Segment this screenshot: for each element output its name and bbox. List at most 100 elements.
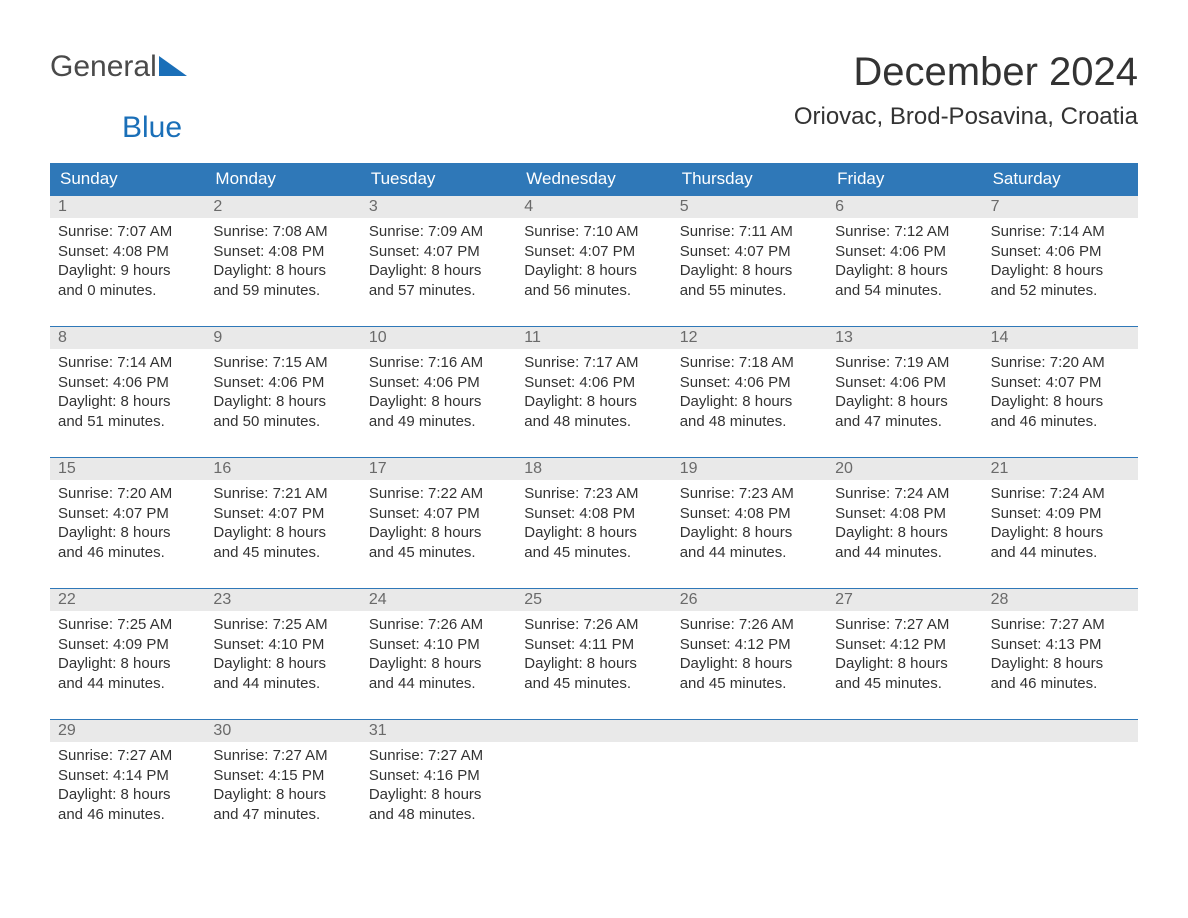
calendar-cell: 27Sunrise: 7:27 AMSunset: 4:12 PMDayligh… bbox=[827, 589, 982, 701]
daylight-line-1: Daylight: 8 hours bbox=[213, 261, 352, 281]
sunset-line: Sunset: 4:06 PM bbox=[991, 242, 1130, 262]
daylight-line-2: and 45 minutes. bbox=[524, 543, 663, 563]
sunrise-line: Sunrise: 7:26 AM bbox=[680, 615, 819, 635]
daylight-line-1: Daylight: 8 hours bbox=[524, 261, 663, 281]
daylight-line-2: and 44 minutes. bbox=[369, 674, 508, 694]
day-number: 15 bbox=[50, 458, 205, 480]
day-body: Sunrise: 7:27 AMSunset: 4:15 PMDaylight:… bbox=[205, 742, 360, 824]
daylight-line-1: Daylight: 8 hours bbox=[58, 523, 197, 543]
daylight-line-2: and 59 minutes. bbox=[213, 281, 352, 301]
sunrise-line: Sunrise: 7:15 AM bbox=[213, 353, 352, 373]
day-body: Sunrise: 7:23 AMSunset: 4:08 PMDaylight:… bbox=[516, 480, 671, 562]
day-number: 29 bbox=[50, 720, 205, 742]
sunrise-line: Sunrise: 7:24 AM bbox=[991, 484, 1130, 504]
day-body: Sunrise: 7:21 AMSunset: 4:07 PMDaylight:… bbox=[205, 480, 360, 562]
day-body: Sunrise: 7:07 AMSunset: 4:08 PMDaylight:… bbox=[50, 218, 205, 300]
daylight-line-1: Daylight: 8 hours bbox=[835, 261, 974, 281]
sunset-line: Sunset: 4:07 PM bbox=[680, 242, 819, 262]
calendar-cell: 15Sunrise: 7:20 AMSunset: 4:07 PMDayligh… bbox=[50, 458, 205, 570]
sunset-line: Sunset: 4:06 PM bbox=[835, 242, 974, 262]
day-body: Sunrise: 7:23 AMSunset: 4:08 PMDaylight:… bbox=[672, 480, 827, 562]
calendar-cell: 20Sunrise: 7:24 AMSunset: 4:08 PMDayligh… bbox=[827, 458, 982, 570]
day-body: Sunrise: 7:26 AMSunset: 4:12 PMDaylight:… bbox=[672, 611, 827, 693]
sunrise-line: Sunrise: 7:14 AM bbox=[991, 222, 1130, 242]
day-number: 16 bbox=[205, 458, 360, 480]
daylight-line-1: Daylight: 8 hours bbox=[58, 785, 197, 805]
sunrise-line: Sunrise: 7:26 AM bbox=[369, 615, 508, 635]
daylight-line-2: and 45 minutes. bbox=[524, 674, 663, 694]
day-number: 20 bbox=[827, 458, 982, 480]
day-body: Sunrise: 7:24 AMSunset: 4:09 PMDaylight:… bbox=[983, 480, 1138, 562]
week-row: 22Sunrise: 7:25 AMSunset: 4:09 PMDayligh… bbox=[50, 588, 1138, 701]
daylight-line-2: and 46 minutes. bbox=[991, 412, 1130, 432]
calendar-cell: 23Sunrise: 7:25 AMSunset: 4:10 PMDayligh… bbox=[205, 589, 360, 701]
week-row: 1Sunrise: 7:07 AMSunset: 4:08 PMDaylight… bbox=[50, 195, 1138, 308]
day-body: Sunrise: 7:16 AMSunset: 4:06 PMDaylight:… bbox=[361, 349, 516, 431]
day-header-fri: Friday bbox=[827, 163, 982, 195]
day-number: 8 bbox=[50, 327, 205, 349]
week-row: 29Sunrise: 7:27 AMSunset: 4:14 PMDayligh… bbox=[50, 719, 1138, 832]
daylight-line-1: Daylight: 8 hours bbox=[58, 654, 197, 674]
calendar-cell: 16Sunrise: 7:21 AMSunset: 4:07 PMDayligh… bbox=[205, 458, 360, 570]
day-body: Sunrise: 7:26 AMSunset: 4:10 PMDaylight:… bbox=[361, 611, 516, 693]
sunrise-line: Sunrise: 7:27 AM bbox=[835, 615, 974, 635]
day-number: 13 bbox=[827, 327, 982, 349]
daylight-line-2: and 56 minutes. bbox=[524, 281, 663, 301]
day-body: Sunrise: 7:14 AMSunset: 4:06 PMDaylight:… bbox=[983, 218, 1138, 300]
day-header-mon: Monday bbox=[205, 163, 360, 195]
day-body: Sunrise: 7:09 AMSunset: 4:07 PMDaylight:… bbox=[361, 218, 516, 300]
sunrise-line: Sunrise: 7:25 AM bbox=[58, 615, 197, 635]
sunrise-line: Sunrise: 7:20 AM bbox=[58, 484, 197, 504]
day-body: Sunrise: 7:12 AMSunset: 4:06 PMDaylight:… bbox=[827, 218, 982, 300]
day-body: Sunrise: 7:25 AMSunset: 4:10 PMDaylight:… bbox=[205, 611, 360, 693]
sunrise-line: Sunrise: 7:11 AM bbox=[680, 222, 819, 242]
sunset-line: Sunset: 4:08 PM bbox=[680, 504, 819, 524]
sunrise-line: Sunrise: 7:23 AM bbox=[680, 484, 819, 504]
daylight-line-2: and 48 minutes. bbox=[369, 805, 508, 825]
sunrise-line: Sunrise: 7:16 AM bbox=[369, 353, 508, 373]
location-text: Oriovac, Brod-Posavina, Croatia bbox=[794, 103, 1138, 131]
daylight-line-1: Daylight: 8 hours bbox=[991, 392, 1130, 412]
sunset-line: Sunset: 4:06 PM bbox=[524, 373, 663, 393]
day-number: 30 bbox=[205, 720, 360, 742]
sunrise-line: Sunrise: 7:09 AM bbox=[369, 222, 508, 242]
day-number: 14 bbox=[983, 327, 1138, 349]
sunrise-line: Sunrise: 7:21 AM bbox=[213, 484, 352, 504]
day-number: 10 bbox=[361, 327, 516, 349]
day-body: Sunrise: 7:08 AMSunset: 4:08 PMDaylight:… bbox=[205, 218, 360, 300]
daylight-line-1: Daylight: 8 hours bbox=[835, 523, 974, 543]
sunrise-line: Sunrise: 7:22 AM bbox=[369, 484, 508, 504]
sunset-line: Sunset: 4:07 PM bbox=[524, 242, 663, 262]
daylight-line-1: Daylight: 8 hours bbox=[524, 523, 663, 543]
day-body: Sunrise: 7:27 AMSunset: 4:14 PMDaylight:… bbox=[50, 742, 205, 824]
day-body: Sunrise: 7:14 AMSunset: 4:06 PMDaylight:… bbox=[50, 349, 205, 431]
day-number: 26 bbox=[672, 589, 827, 611]
day-header-row: Sunday Monday Tuesday Wednesday Thursday… bbox=[50, 163, 1138, 195]
calendar-cell: 19Sunrise: 7:23 AMSunset: 4:08 PMDayligh… bbox=[672, 458, 827, 570]
day-number: . bbox=[516, 720, 671, 742]
sunset-line: Sunset: 4:06 PM bbox=[58, 373, 197, 393]
day-body: Sunrise: 7:27 AMSunset: 4:13 PMDaylight:… bbox=[983, 611, 1138, 693]
calendar-cell: 13Sunrise: 7:19 AMSunset: 4:06 PMDayligh… bbox=[827, 327, 982, 439]
sunset-line: Sunset: 4:15 PM bbox=[213, 766, 352, 786]
sunrise-line: Sunrise: 7:12 AM bbox=[835, 222, 974, 242]
sunset-line: Sunset: 4:12 PM bbox=[835, 635, 974, 655]
daylight-line-2: and 48 minutes. bbox=[680, 412, 819, 432]
daylight-line-1: Daylight: 8 hours bbox=[524, 392, 663, 412]
daylight-line-1: Daylight: 8 hours bbox=[680, 654, 819, 674]
day-body: Sunrise: 7:18 AMSunset: 4:06 PMDaylight:… bbox=[672, 349, 827, 431]
calendar-cell: 24Sunrise: 7:26 AMSunset: 4:10 PMDayligh… bbox=[361, 589, 516, 701]
day-number: 12 bbox=[672, 327, 827, 349]
sunset-line: Sunset: 4:07 PM bbox=[991, 373, 1130, 393]
day-number: 9 bbox=[205, 327, 360, 349]
calendar-cell: 29Sunrise: 7:27 AMSunset: 4:14 PMDayligh… bbox=[50, 720, 205, 832]
calendar: Sunday Monday Tuesday Wednesday Thursday… bbox=[50, 163, 1138, 832]
daylight-line-1: Daylight: 8 hours bbox=[991, 523, 1130, 543]
daylight-line-2: and 50 minutes. bbox=[213, 412, 352, 432]
daylight-line-1: Daylight: 8 hours bbox=[835, 392, 974, 412]
day-number: 2 bbox=[205, 196, 360, 218]
daylight-line-2: and 49 minutes. bbox=[369, 412, 508, 432]
sunrise-line: Sunrise: 7:24 AM bbox=[835, 484, 974, 504]
day-number: . bbox=[672, 720, 827, 742]
calendar-cell: 18Sunrise: 7:23 AMSunset: 4:08 PMDayligh… bbox=[516, 458, 671, 570]
